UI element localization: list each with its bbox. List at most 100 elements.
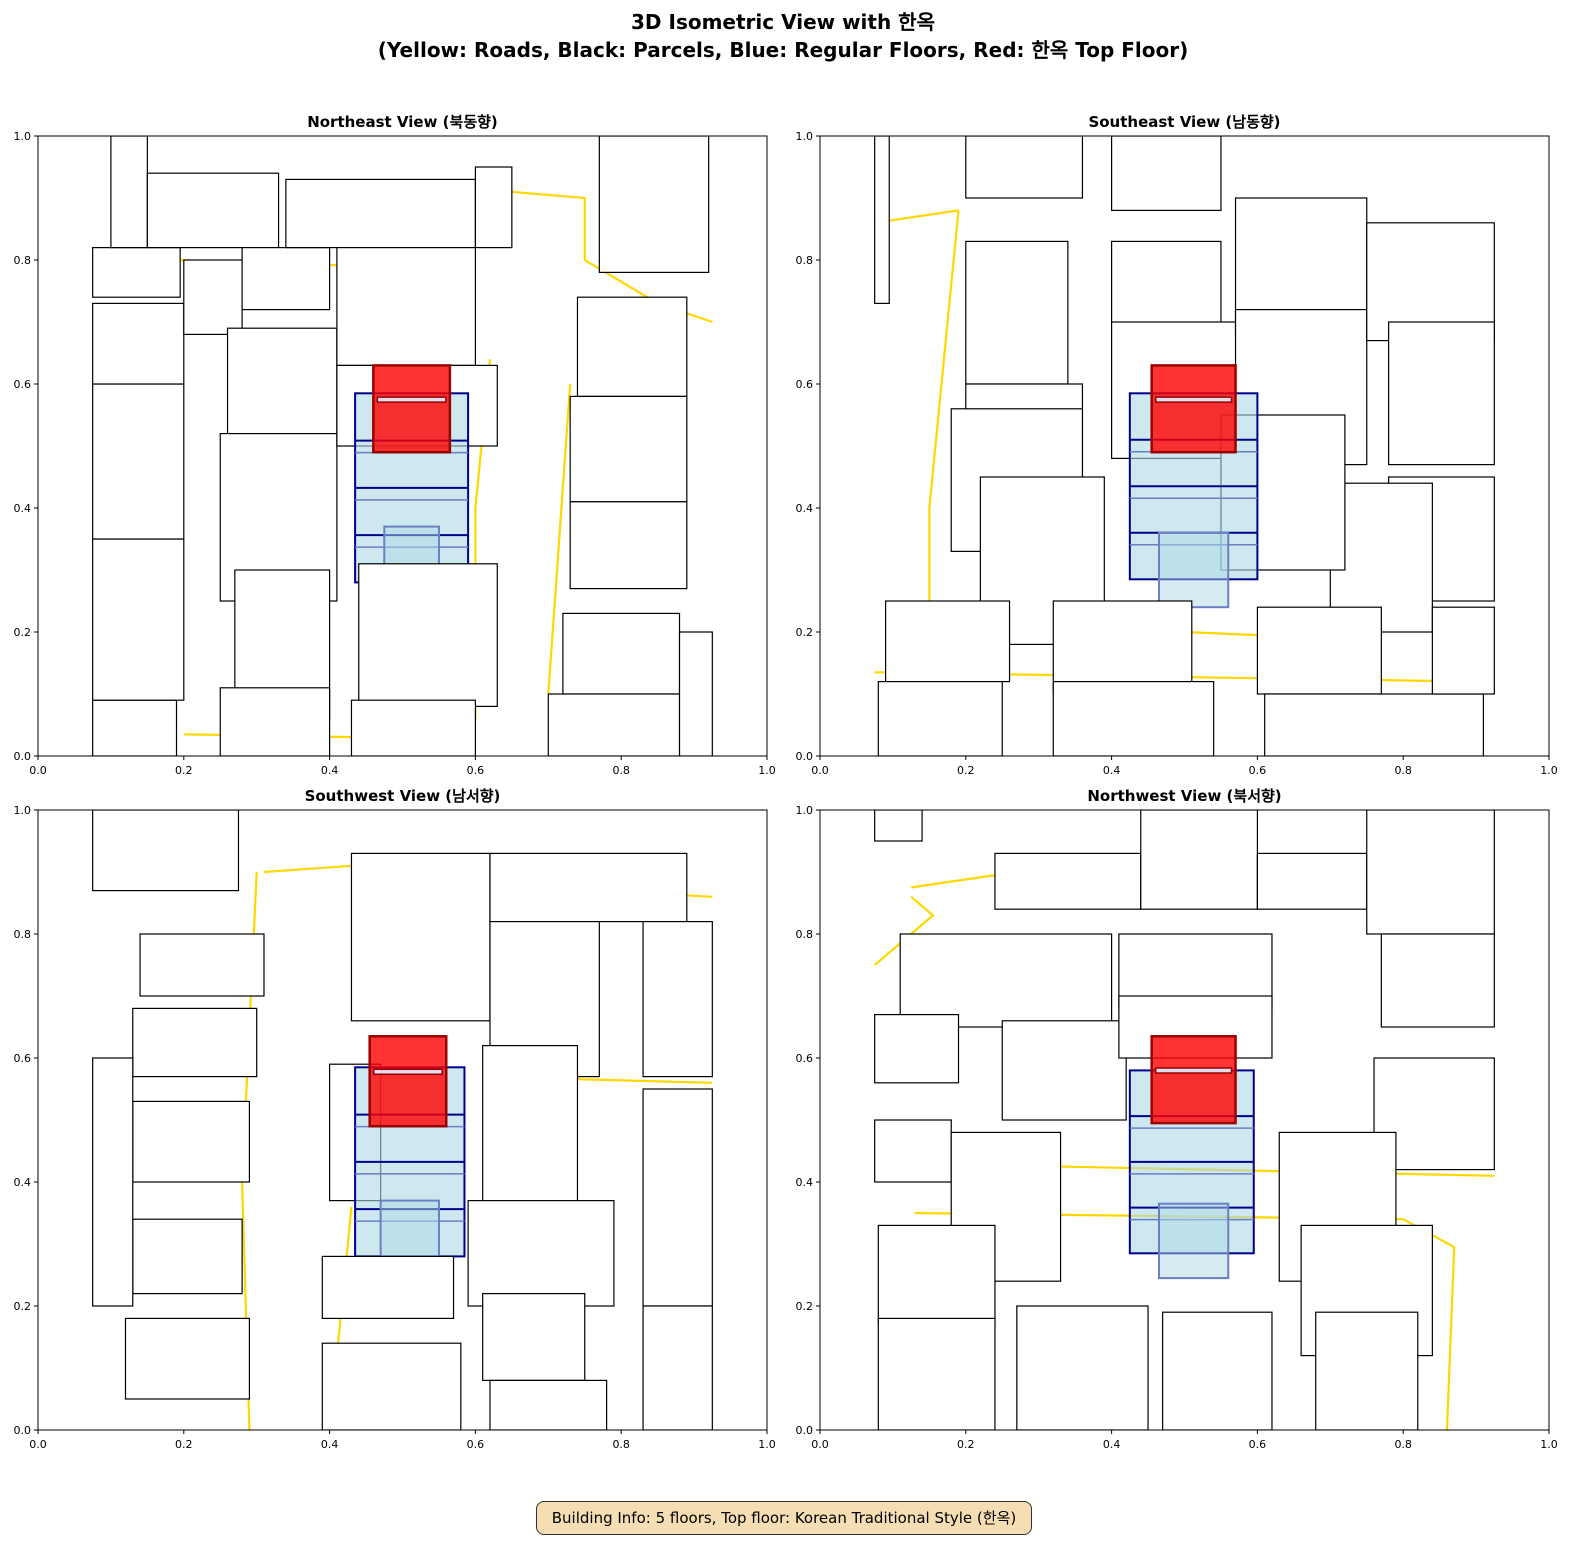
axes-frame [37,135,768,757]
x-tick-label: 0.4 [321,1438,339,1451]
x-tick-label: 0.8 [612,1438,630,1451]
parcel-box [474,166,513,249]
parcel-box [598,136,710,273]
parcel-box [569,395,688,503]
parcel-box [562,612,681,695]
parcel-box [1431,606,1495,695]
y-tick-label: 0.4 [796,1176,814,1189]
y-tick-label: 1.0 [796,130,814,143]
y-tick-label: 0.6 [796,1052,814,1065]
figure-title-line2: (Yellow: Roads, Black: Parcels, Blue: Re… [377,38,1189,62]
parcel-box [336,247,477,367]
parcel-box [1366,810,1495,935]
x-tick-label: 0.6 [467,764,485,777]
parcel-box [219,687,331,756]
x-tick-label: 0.2 [175,1438,193,1451]
parcel-box [1264,693,1484,756]
parcel-box [642,1305,713,1430]
parcel-box [874,136,890,304]
subplot-2: Southeast View (남동향) 0.0 0.2 0.4 0.6 0.8 1.0 0.… [796,113,1558,777]
parcel-box [92,383,185,540]
y-tick-label: 0.6 [14,378,32,391]
y-tick-label: 1.0 [14,804,32,817]
parcel-box [132,1100,251,1183]
parcel-box [877,1317,996,1430]
hanok-roof-stripe [1154,396,1233,403]
axes-frame [819,809,1550,1431]
parcel-box [132,1007,258,1078]
y-tick-label: 0.6 [14,1052,32,1065]
parcel-box [1016,1305,1149,1430]
y-tick-label: 0.2 [796,626,814,639]
y-tick-label: 0.4 [14,502,32,515]
parcel-box [285,178,476,249]
parcel-box [642,1088,713,1307]
parcel-box [489,852,688,923]
parcel-box [547,693,681,756]
hanok-roof-stripe [1154,1067,1233,1074]
parcel-box [1366,222,1495,342]
x-tick-label: 0.6 [1249,764,1267,777]
x-tick-label: 0.6 [467,1438,485,1451]
parcel-box [874,810,923,842]
building-info-box: Building Info: 5 floors, Top floor: Kore… [536,1501,1032,1535]
parcel-box [183,259,243,336]
y-tick-label: 0.2 [14,1300,32,1313]
y-tick-label: 0.0 [14,1424,32,1437]
parcel-box [874,1013,960,1084]
y-tick-label: 0.6 [796,378,814,391]
parcel-box [1052,680,1215,756]
parcel-box [241,247,331,311]
y-tick-label: 1.0 [796,804,814,817]
hanok-roof-stripe [376,396,447,403]
subplot-4: Northwest View (북서향) 0.0 0.2 0.4 0.6 0.8 1.0 0.… [796,787,1558,1451]
hanok-top-floor-box [372,364,452,454]
parcel-box [885,600,1011,683]
parcel-box [139,933,265,997]
parcel-box [1256,606,1382,695]
parcel-box [124,1317,251,1400]
hanok-roof-stripe [372,1068,443,1076]
y-tick-label: 0.0 [796,750,814,763]
parcel-box [569,501,688,590]
y-tick-label: 0.4 [14,1176,32,1189]
x-tick-label: 0.0 [29,764,47,777]
plot-content [92,136,713,756]
plot-content [873,810,1495,1430]
x-tick-label: 0.8 [1394,1438,1412,1451]
parcel-box [110,136,148,249]
parcel-box [899,933,1113,1028]
parcel-box [1315,1311,1419,1430]
x-tick-label: 0.8 [1394,764,1412,777]
x-tick-label: 1.0 [758,1438,776,1451]
parcel-box [1256,852,1368,910]
road-line [910,874,996,889]
parcel-box [965,240,1069,385]
subplot-1: Northeast View (북동향) 0.0 0.2 0.4 0.6 0.8 1.0 0.… [14,113,776,777]
x-tick-label: 1.0 [1540,764,1558,777]
parcel-box [92,538,185,701]
parcel-box [226,327,338,435]
hanok-top-floor-box [1150,1035,1237,1125]
road-line [547,383,572,695]
parcel-box [350,699,477,756]
parcel-box [467,1199,615,1307]
y-tick-label: 0.8 [14,928,32,941]
y-tick-label: 0.8 [796,254,814,267]
x-tick-label: 0.0 [811,764,829,777]
parcel-box [92,810,240,892]
x-tick-label: 0.4 [321,764,339,777]
road-line [873,895,935,966]
x-tick-label: 0.2 [957,764,975,777]
parcel-box [877,680,1003,756]
road-line [263,864,352,874]
y-tick-label: 0.0 [796,1424,814,1437]
x-tick-label: 0.2 [175,764,193,777]
parcel-box [576,296,688,398]
parcel-box [358,563,498,707]
parcel-box [1162,1311,1273,1430]
parcel-box [1140,810,1259,910]
x-tick-label: 0.6 [1249,1438,1267,1451]
x-tick-label: 1.0 [758,764,776,777]
